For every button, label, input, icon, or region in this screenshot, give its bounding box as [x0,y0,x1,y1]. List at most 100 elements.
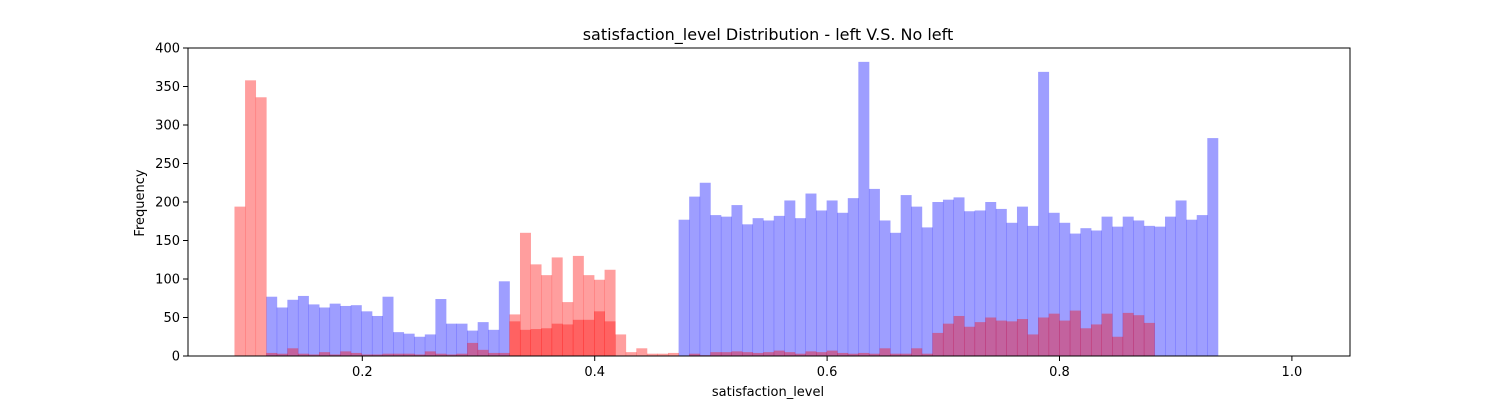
x-tick-label: 0.6 [817,365,838,380]
histogram-bar-s1-62 [890,353,902,356]
histogram-bar-s1-73 [1006,321,1018,356]
histogram-bar-s1-9 [329,354,341,356]
x-tick-label: 1.0 [1282,365,1303,380]
histogram-bar-s0-72 [995,208,1007,356]
histogram-bar-s1-0 [234,206,246,356]
histogram-bar-s0-66 [932,202,944,356]
y-tick-label: 50 [163,311,180,326]
histogram-bar-s1-69 [964,326,976,356]
histogram-bar-s1-75 [1027,334,1039,356]
histogram-bar-s1-1 [245,80,257,356]
histogram-bar-s1-16 [403,353,415,356]
histogram-bar-s1-49 [752,352,764,356]
histogram-bar-s0-75 [1027,225,1039,356]
x-axis-ticks: 0.2 0.4 0.6 0.8 1.0 [352,356,1302,380]
histogram-bar-s1-29 [541,328,553,356]
histogram-bar-s1-40 [657,353,669,356]
histogram-bar-s0-12 [361,311,373,356]
histogram-bar-s1-74 [1016,319,1028,356]
histogram-bar-s1-45 [710,352,722,356]
histogram-bar-s0-65 [921,227,933,356]
histogram-bar-s1-64 [911,348,923,356]
histogram-bar-s0-64 [911,206,923,356]
histogram-bar-s1-53 [794,353,806,356]
histogram-bar-s0-20 [445,323,457,356]
histogram-bar-s1-77 [1048,313,1060,356]
histogram-bar-s1-55 [816,352,828,356]
histogram-bar-s1-76 [1038,317,1050,356]
y-tick-label: 200 [155,196,180,211]
histogram-bar-s2-30 [551,257,563,356]
histogram-bar-s1-15 [393,353,405,356]
histogram-bar-s1-30 [551,323,563,356]
histogram-bar-s0-7 [308,304,320,356]
histogram-bar-s0-48 [742,224,754,356]
histogram-bar-s0-50 [763,220,775,356]
histogram-bar-s1-27 [519,329,531,356]
histogram-bar-s0-92 [1207,138,1219,356]
histogram-bar-s0-17 [414,336,426,356]
histogram-bar-s0-14 [382,296,394,356]
histogram-bar-s1-25 [498,352,510,356]
histogram-bar-s1-65 [921,353,933,356]
histogram-bar-s2-27 [519,232,531,356]
histogram-bar-s0-52 [784,200,796,356]
histogram-bar-s0-59 [858,61,870,357]
histogram-bar-s1-35 [604,321,616,356]
histogram-bar-s0-47 [731,205,743,356]
histogram-bar-s0-44 [699,182,711,356]
y-tick-label: 100 [155,273,180,288]
histogram-bar-s1-2 [255,97,267,356]
histogram-bar-s0-49 [752,218,764,356]
x-tick-label: 0.2 [352,365,373,380]
histogram-bar-s1-37 [625,352,637,356]
histogram-bar-s0-5 [287,299,299,356]
histogram-bar-s1-8 [319,352,331,356]
histogram-bar-s0-70 [974,210,986,356]
histogram-bar-s1-85 [1133,315,1145,356]
histogram-bar-s1-34 [594,311,605,356]
histogram-bar-s0-85 [1133,220,1145,356]
histogram-bar-s0-74 [1016,206,1028,356]
histogram-bar-s1-86 [1143,322,1155,356]
histogram-bar-s0-78 [1059,222,1071,356]
histogram-bar-s1-72 [995,320,1007,356]
histogram-bar-s0-25 [498,281,510,356]
histogram-bar-s0-58 [847,198,859,356]
histogram-bar-s1-71 [985,317,997,356]
histogram-bar-s2-29 [541,275,553,356]
bars-layer [234,61,1219,357]
histogram-bar-s1-84 [1122,312,1134,356]
histogram-bar-s0-57 [837,212,849,356]
histogram-bar-s1-39 [646,353,658,356]
histogram-bar-s1-82 [1101,313,1113,356]
histogram-bar-s0-77 [1048,212,1060,356]
histogram-bar-s1-24 [488,352,500,356]
histogram-bar-s2-26 [509,314,521,356]
histogram-bar-s0-24 [488,329,500,356]
histogram-bar-s1-66 [932,332,944,356]
histogram-bar-s0-61 [879,220,891,356]
histogram-bar-s0-22 [467,330,479,356]
histogram-bar-s0-42 [678,219,690,356]
histogram-bar-s1-43 [689,353,701,356]
histogram-bar-s2-33 [583,275,595,356]
histogram-bar-s1-17 [414,354,426,356]
y-tick-label: 400 [155,42,180,57]
histogram-bar-s0-73 [1006,222,1018,356]
histogram-bar-s1-61 [879,348,891,356]
histogram-bar-s1-51 [773,350,785,356]
histogram-bar-s0-67 [942,199,954,356]
histogram-bar-s1-38 [636,348,648,356]
histogram-bar-s0-84 [1122,216,1134,356]
histogram-bar-s1-20 [445,354,457,356]
histogram-bar-s1-31 [562,324,574,356]
histogram-bar-s2-28 [530,264,542,356]
histogram-bar-s1-63 [900,353,912,356]
histogram-bar-s0-63 [900,195,912,356]
histogram-bar-s0-11 [350,305,362,356]
histogram-bar-s0-90 [1186,219,1198,356]
histogram-bar-s1-36 [615,334,627,356]
histogram-bar-s0-62 [890,232,902,356]
